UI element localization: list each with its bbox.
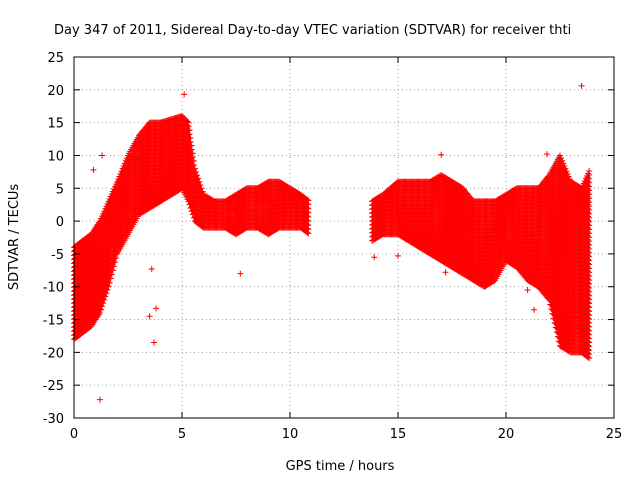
sdtvar-band	[71, 113, 593, 362]
data-points	[71, 82, 593, 403]
chart-title: Day 347 of 2011, Sidereal Day-to-day VTE…	[54, 23, 571, 38]
